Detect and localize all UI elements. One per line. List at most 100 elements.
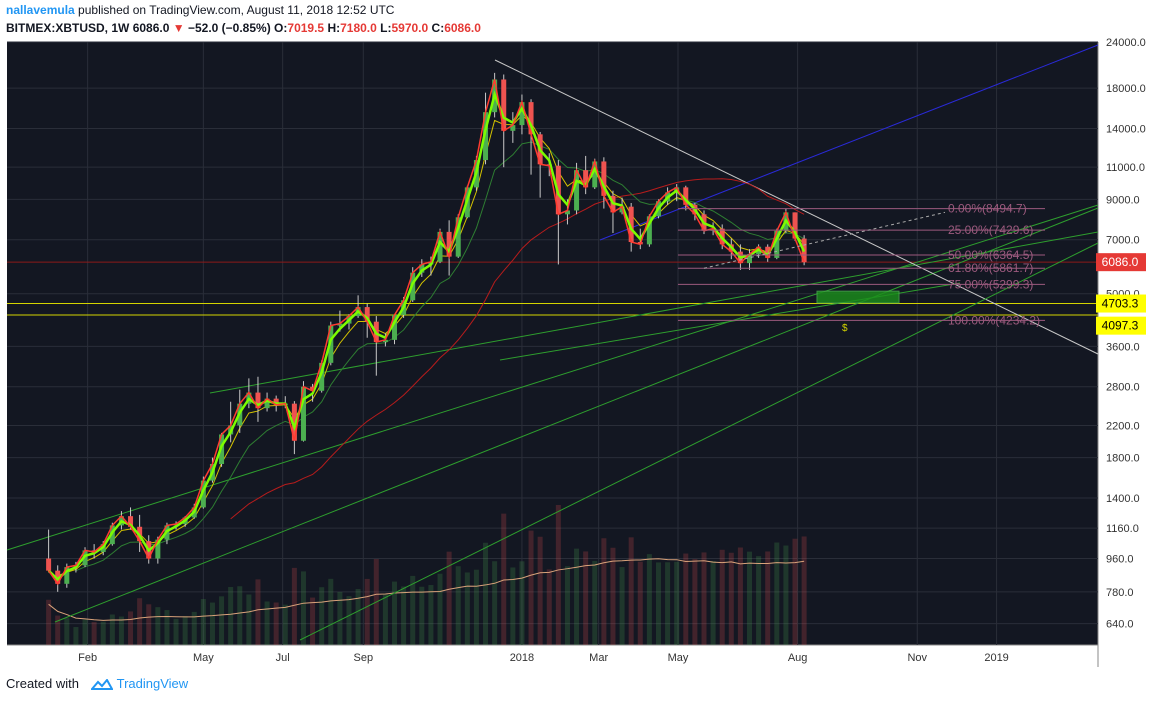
volume-bar — [437, 573, 443, 645]
chart-pane — [7, 42, 1098, 645]
close-red-line — [47, 79, 805, 586]
fib-level-label: 25.00%(7429.6) — [948, 223, 1033, 237]
price-badge-label: 6086.0 — [1102, 255, 1139, 269]
y-tick-label: 1160.0 — [1106, 523, 1139, 535]
open-value: 7019.5 — [287, 21, 325, 35]
volume-bar — [310, 597, 316, 645]
low-label: L: — [380, 21, 392, 35]
candle-body — [774, 230, 780, 258]
sma-red-line — [230, 178, 805, 520]
volume-bar — [628, 537, 634, 645]
fast-ma-green-line — [47, 90, 806, 582]
candle-body — [510, 125, 516, 131]
volume-bar — [319, 587, 325, 645]
candle-body — [264, 398, 270, 409]
price-level-badge — [1096, 294, 1146, 313]
y-tick-label: 9000.0 — [1106, 194, 1140, 206]
published-text: published on TradingView.com, August 11,… — [78, 3, 395, 17]
volume-bar — [665, 562, 671, 645]
volume-bar — [346, 596, 352, 645]
down-arrow-icon: ▼ — [172, 21, 185, 35]
volume-bar — [483, 542, 489, 645]
volume-bar — [737, 547, 743, 645]
y-tick-label: 3600.0 — [1106, 341, 1140, 353]
volume-bar — [619, 567, 625, 645]
target-zone-box — [816, 290, 900, 304]
candle-body — [82, 550, 88, 566]
y-tick-label: 1400.0 — [1106, 493, 1140, 505]
x-tick-label: May — [193, 652, 214, 664]
volume-bar — [237, 586, 243, 645]
volume-bar — [783, 545, 789, 645]
volume-bar — [264, 601, 270, 645]
candle-body — [437, 231, 443, 262]
author-link[interactable]: nallavemula — [6, 3, 75, 17]
candle-body — [392, 314, 398, 340]
candle-body — [765, 246, 771, 258]
close-value: 6086.0 — [444, 21, 481, 35]
footer: Created with TradingView — [6, 676, 188, 691]
volume-bar — [555, 505, 561, 645]
created-with-text: Created with — [6, 676, 79, 691]
candle-body — [55, 570, 61, 584]
symbol-name[interactable]: BITMEX:XBTUSD, 1W — [6, 21, 130, 35]
volume-bar — [382, 594, 388, 645]
volume-bar — [719, 549, 725, 645]
trend-line — [494, 59, 1099, 355]
volume-bar — [392, 581, 398, 645]
volume-bar — [774, 542, 780, 645]
fib-anchor-line — [703, 211, 946, 269]
volume-bar — [464, 572, 470, 645]
y-tick-label: 11000.0 — [1106, 162, 1145, 174]
volume-bar — [646, 554, 652, 645]
close-label: C: — [431, 21, 445, 35]
volume-bar — [46, 599, 52, 645]
volume-bar — [564, 566, 570, 645]
volume-bar — [756, 556, 762, 645]
trend-line — [299, 242, 1099, 641]
volume-bar — [273, 602, 279, 645]
price-level-badge — [1096, 316, 1146, 335]
volume-bar — [209, 602, 215, 645]
volume-bar — [118, 616, 124, 645]
candle-body — [109, 525, 115, 545]
volume-bar — [137, 598, 143, 645]
volume-bar — [337, 591, 343, 645]
high-value: 7180.0 — [340, 21, 377, 35]
y-tick-label: 14000.0 — [1106, 123, 1146, 135]
volume-bar — [792, 538, 798, 645]
candle-body — [528, 102, 534, 135]
x-tick-label: 2019 — [984, 652, 1008, 664]
volume-bar — [455, 566, 461, 645]
volume-bar — [446, 551, 452, 645]
volume-bar — [73, 627, 79, 645]
x-tick-label: Mar — [589, 652, 608, 664]
tradingview-link[interactable]: TradingView — [116, 676, 189, 691]
y-tick-label: 7000.0 — [1106, 235, 1140, 247]
y-tick-label: 640.0 — [1106, 619, 1134, 631]
x-tick-label: Aug — [788, 652, 808, 664]
volume-bar — [428, 585, 434, 645]
volume-bar — [583, 551, 589, 645]
candle-body — [583, 170, 589, 188]
candle-body — [792, 212, 798, 239]
volume-bar — [601, 538, 607, 645]
y-tick-label: 1800.0 — [1106, 453, 1140, 465]
fib-level-label: 61.80%(5861.7) — [948, 261, 1033, 275]
volume-bar — [355, 589, 361, 645]
fib-level-label: 100.00%(4234.2) — [948, 313, 1040, 327]
trend-line — [209, 231, 1099, 394]
volume-bar — [610, 547, 616, 645]
volume-bar — [492, 561, 498, 645]
y-tick-label: 960.0 — [1106, 554, 1134, 566]
x-tick-label: Feb — [78, 652, 97, 664]
candle-body — [628, 206, 634, 243]
volume-bar — [410, 575, 416, 645]
trend-line — [599, 44, 1099, 241]
volume-bar — [510, 567, 516, 645]
candle-body — [319, 362, 325, 391]
candle-body — [382, 339, 388, 343]
volume-bar — [55, 615, 61, 645]
price-badge-label: 4097.3 — [1102, 319, 1139, 333]
